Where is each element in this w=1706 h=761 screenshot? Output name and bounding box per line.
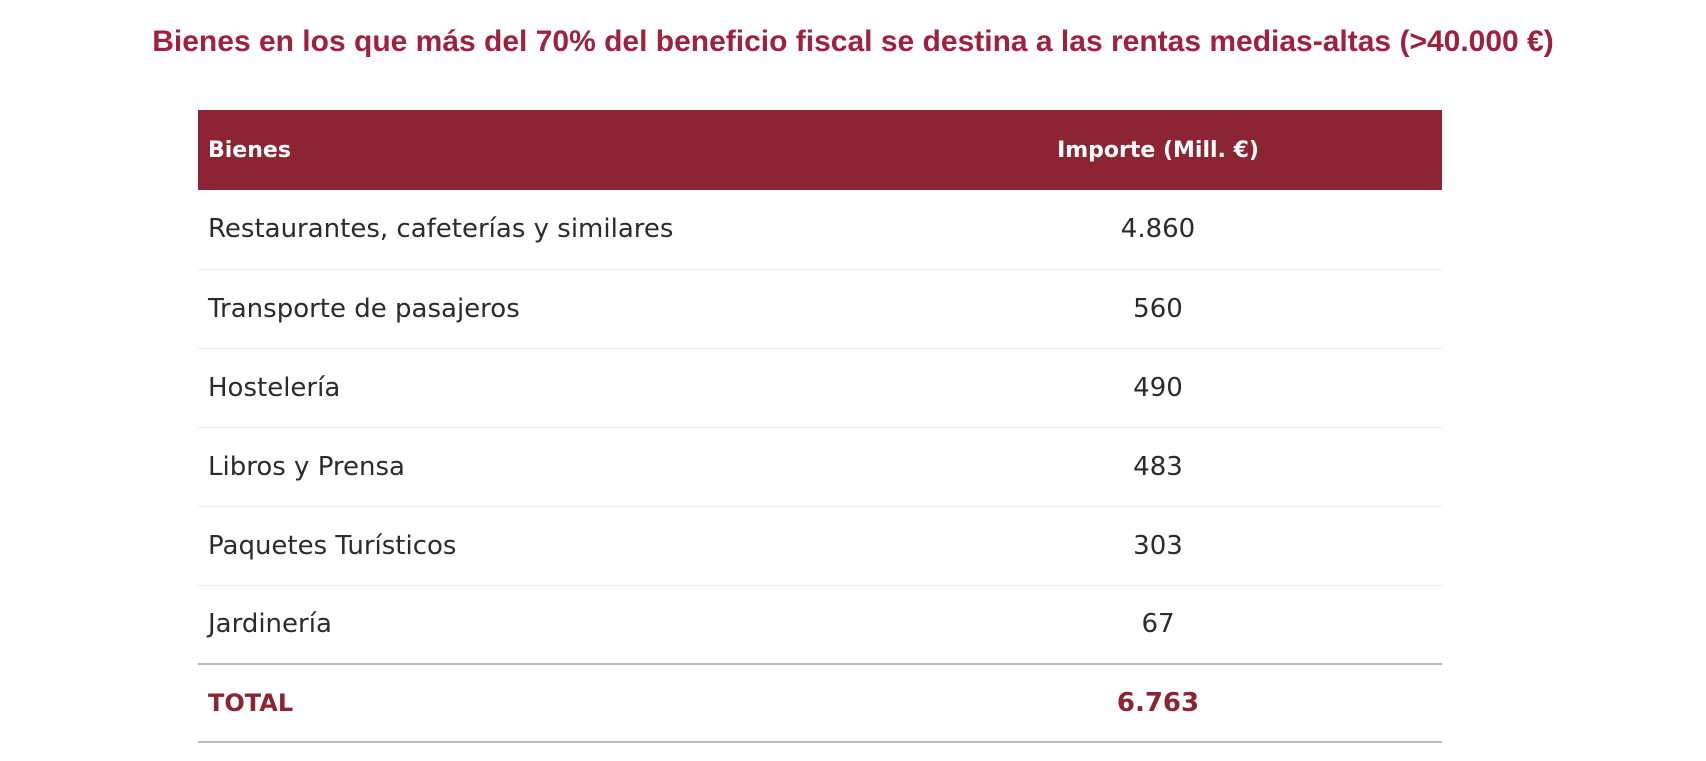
row-value: 4.860 [1120, 214, 1196, 245]
row-value: 303 [1133, 530, 1183, 561]
row-label: Hostelería [208, 372, 341, 403]
table-body: Restaurantes, cafeterías y similares 4.8… [198, 190, 1442, 664]
page-title: Bienes en los que más del 70% del benefi… [152, 25, 1554, 58]
table-header: Bienes Importe (Mill. €) [198, 110, 1442, 190]
row-value: 483 [1133, 451, 1183, 482]
table-row: Restaurantes, cafeterías y similares 4.8… [198, 190, 1442, 269]
table-footer: TOTAL 6.763 [198, 664, 1442, 742]
row-label: Jardinería [208, 609, 332, 640]
table-container: Bienes Importe (Mill. €) Restaurantes, c… [198, 110, 1442, 743]
row-label: Paquetes Turísticos [208, 530, 457, 561]
row-value: 560 [1133, 293, 1183, 324]
column-header-amount: Importe (Mill. €) [1057, 137, 1259, 163]
table-row: Paquetes Turísticos 303 [198, 506, 1442, 585]
row-label: Restaurantes, cafeterías y similares [208, 214, 674, 245]
row-label: Transporte de pasajeros [208, 293, 520, 324]
row-value: 490 [1133, 372, 1183, 403]
table-row: Transporte de pasajeros 560 [198, 269, 1442, 348]
header-row: Bienes Importe (Mill. €) [198, 110, 1442, 190]
goods-table: Bienes Importe (Mill. €) Restaurantes, c… [198, 110, 1442, 743]
row-value: 67 [1141, 609, 1175, 640]
column-header-goods: Bienes [208, 137, 291, 163]
table-row: Jardinería 67 [198, 585, 1442, 664]
table-row: Hostelería 490 [198, 348, 1442, 427]
total-row: TOTAL 6.763 [198, 664, 1442, 742]
total-label: TOTAL [208, 689, 294, 717]
row-label: Libros y Prensa [208, 451, 405, 482]
table-row: Libros y Prensa 483 [198, 427, 1442, 506]
total-value: 6.763 [1116, 688, 1200, 718]
